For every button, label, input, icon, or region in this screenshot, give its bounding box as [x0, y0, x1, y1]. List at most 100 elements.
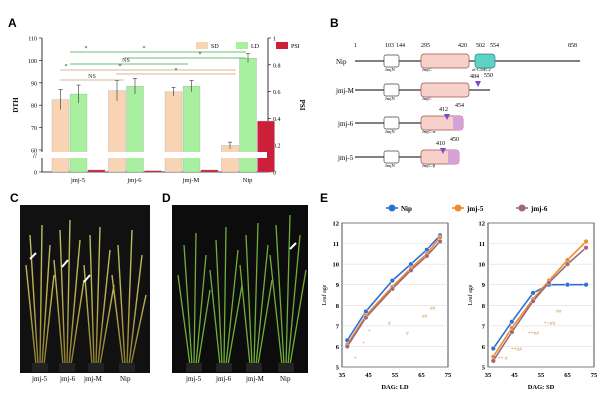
aa-295: 295 — [421, 43, 430, 49]
photo-c-label-1: jmj-5 — [32, 375, 48, 383]
jmjn-label-5: JmjN — [385, 163, 396, 168]
data-point-jmj-5 — [437, 234, 443, 240]
panel-e: E 5 6 7 8 9 10 11 12 35 45 55 65 75 DAG: LD Leaf age * *… — [318, 185, 600, 400]
y-tick-label-left: 70 — [31, 126, 37, 132]
data-point-nip — [389, 278, 395, 284]
jmjn-domain — [383, 54, 400, 68]
sig-label: * — [85, 46, 88, 52]
category-label: jmj-6 — [126, 177, 142, 184]
x-tick-label: 75 — [591, 372, 598, 379]
jmjn-label: JmjN — [385, 67, 396, 72]
jmjn-label-m: JmjN — [385, 96, 396, 101]
legend-label-jmj-6: jmj-6 — [530, 205, 548, 213]
sig-label: * — [199, 52, 202, 58]
plant-photo-c — [25, 219, 147, 372]
jmjn-label-6: JmjN — [385, 129, 396, 134]
significance-annotation: # — [388, 321, 391, 327]
photo-d — [172, 205, 308, 373]
aa-450: 450 — [450, 137, 459, 143]
bar-psi — [87, 169, 106, 173]
y-tick-label-left: 0 — [34, 171, 37, 177]
bar-psi — [200, 169, 219, 173]
y-tick-label: 10 — [333, 262, 340, 269]
sig-label: * — [175, 68, 178, 74]
data-point-jmj-6 — [530, 298, 536, 304]
jmjn-domain-m — [383, 83, 400, 97]
pot-2 — [59, 363, 75, 372]
significance-annotation: **## — [528, 331, 539, 337]
y-tick-label-left: 110 — [28, 37, 37, 43]
jmjc-beta-tail — [448, 150, 459, 164]
aa-1: 1 — [354, 43, 357, 49]
pot-1 — [32, 363, 48, 372]
jmjn-domain-6 — [383, 116, 400, 130]
data-point-jmj-6 — [437, 239, 443, 245]
bar-break-mask — [43, 152, 267, 158]
category-label: Nip — [243, 177, 253, 184]
sig-label: NS — [122, 58, 130, 64]
data-point-nip — [530, 290, 536, 296]
aa-554: 554 — [490, 43, 499, 49]
y-label-left: DTH — [12, 97, 20, 113]
significance-annotation: * — [362, 341, 365, 347]
significance-annotation: * — [354, 356, 357, 362]
panel-c: C — [0, 185, 160, 400]
bar-ld — [182, 86, 201, 173]
y-axis-label: Leaf age — [321, 284, 328, 305]
y-tick-label: 7 — [336, 323, 340, 330]
significance-annotation: ## — [556, 309, 562, 315]
y-tick-label: 6 — [336, 344, 340, 351]
chart-a: // 0 60 70 80 90 100 110 0 0.2 0.4 0.6 0.8 1 DTH PSI jmj… — [12, 37, 306, 185]
zf-label: zf-C5HC2 — [472, 67, 491, 72]
y-tick-label: 9 — [336, 282, 340, 289]
jmjc-beta-label: JmjC-β — [422, 163, 436, 168]
legend-swatch-sd — [196, 42, 208, 49]
y-tick-label: 8 — [336, 303, 340, 310]
bar-psi — [257, 120, 275, 173]
jmjc-alpha-label: JmjC-α — [422, 129, 436, 134]
photo-d-label-2: jmj-6 — [216, 375, 232, 383]
panel-d: D jmj-5 jmj-6 jmj-M Nip — [160, 185, 318, 400]
data-point-jmj-6 — [424, 253, 430, 259]
significance-annotation: **## — [511, 347, 522, 353]
data-point-nip — [490, 345, 496, 351]
significance-annotation: ## — [430, 306, 436, 312]
aa-103: 103 — [385, 43, 394, 49]
y-tick-label: 5 — [482, 365, 486, 372]
bar-sd — [51, 99, 70, 173]
axis-break-mark: // — [33, 152, 37, 160]
jmjc-domain — [420, 53, 470, 69]
panel-label-d: D — [162, 191, 171, 205]
x-axis-label: DAG: LD — [381, 384, 409, 391]
legend-label-psi: PSI — [291, 44, 300, 50]
legend-swatch-ld — [236, 42, 248, 49]
series-line-jmj-5 — [346, 236, 441, 345]
x-axis-label: DAG: SD — [528, 384, 555, 391]
x-tick-label: 35 — [339, 372, 346, 379]
photo-c-label-4: Nip — [120, 375, 131, 383]
y-tick-label: 11 — [333, 241, 339, 248]
pot-3 — [88, 363, 104, 372]
jmjc-label: JmjC — [422, 67, 432, 72]
jmjn-domain-5 — [383, 150, 400, 164]
legend-label-ld: LD — [251, 44, 260, 50]
significance-annotation: ## — [422, 314, 428, 320]
y-axis-label: Leaf age — [467, 284, 474, 305]
y-tick-label-right: 0.8 — [273, 63, 281, 69]
legend-marker-jmj-6 — [518, 204, 526, 212]
x-tick-label: 35 — [485, 372, 492, 379]
x-tick-label: 75 — [445, 372, 452, 379]
series-line-jmj-6 — [346, 240, 441, 347]
panel-b: B Nip 1 103 144 295 420 502 554 858 JmjN… — [318, 0, 600, 185]
y-tick-label-left: 60 — [31, 149, 37, 155]
significance-annotation: ** # — [498, 356, 508, 362]
sig-label: * — [143, 46, 146, 52]
arrow-c1 — [29, 252, 37, 260]
photo-c-label-3: jmj-M — [84, 375, 102, 383]
mutation-marker-6 — [444, 114, 450, 120]
legend-label-jmj-5: jmj-5 — [466, 205, 484, 213]
data-point-jmj-6 — [583, 245, 589, 251]
zf-domain — [474, 53, 496, 69]
